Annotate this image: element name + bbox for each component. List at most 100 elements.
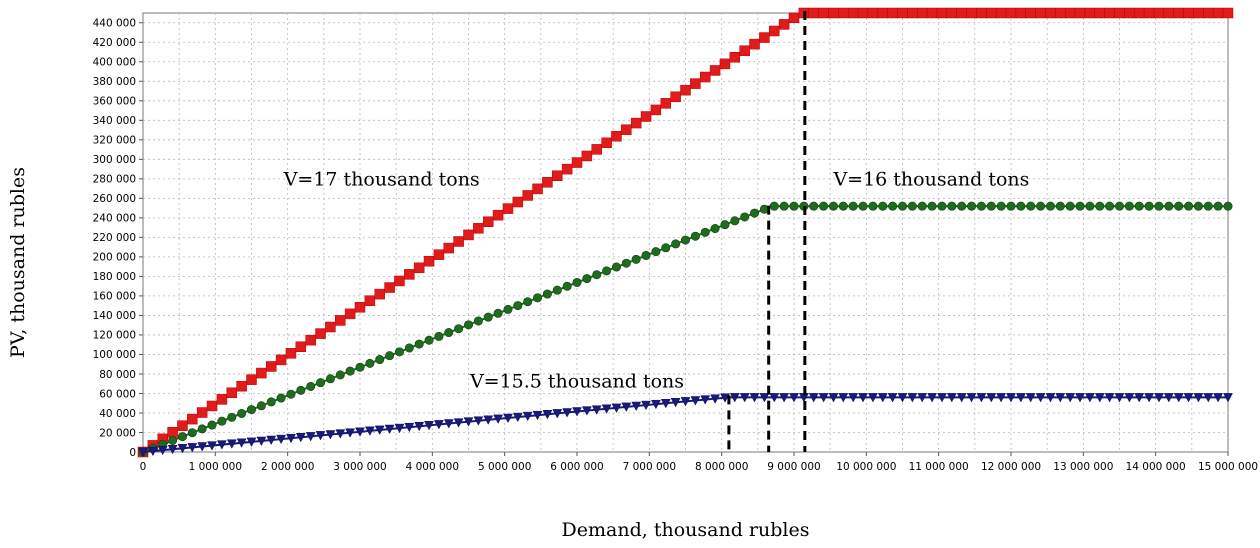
data-point <box>818 7 829 19</box>
data-point <box>168 435 178 445</box>
data-point <box>828 393 839 403</box>
data-point <box>316 378 326 388</box>
y-tick-label: 140 000 <box>93 310 136 322</box>
data-point <box>710 394 721 404</box>
data-point <box>1114 393 1125 403</box>
data-point <box>483 415 494 425</box>
data-point <box>384 424 395 435</box>
data-point <box>404 343 414 353</box>
data-point <box>404 422 415 433</box>
data-point <box>1223 201 1233 211</box>
data-point <box>1036 201 1046 211</box>
data-point <box>1074 7 1086 19</box>
data-point <box>335 429 346 439</box>
data-point <box>719 58 731 70</box>
series-group <box>137 7 1234 458</box>
data-point <box>848 201 858 211</box>
data-point <box>561 163 573 175</box>
data-point <box>167 427 178 438</box>
data-point <box>1203 393 1214 403</box>
data-point <box>877 7 889 19</box>
y-tick-label: 100 000 <box>93 349 136 361</box>
y-tick-label: 340 000 <box>93 115 136 127</box>
y-tick-label: 20 000 <box>99 427 136 439</box>
data-point <box>552 409 563 419</box>
data-point <box>237 408 247 418</box>
data-point <box>591 405 602 415</box>
data-point <box>177 420 188 431</box>
data-point <box>492 209 504 221</box>
data-point <box>749 393 760 403</box>
data-point <box>1015 393 1026 403</box>
data-point <box>523 297 533 307</box>
data-point <box>345 428 356 438</box>
data-point <box>394 347 404 357</box>
x-tick-label: 3 000 000 <box>333 461 386 473</box>
breakpoint-lines <box>727 11 807 452</box>
data-point <box>247 405 257 415</box>
data-point <box>1095 201 1105 211</box>
data-point <box>453 236 464 247</box>
data-point <box>138 447 148 458</box>
data-point <box>493 308 503 318</box>
data-point <box>907 7 918 19</box>
data-point <box>434 331 444 341</box>
data-point <box>749 38 760 50</box>
data-point <box>394 423 405 434</box>
data-point <box>1163 7 1175 19</box>
x-tick-label: 7 000 000 <box>623 461 676 473</box>
data-point <box>1114 7 1125 19</box>
data-point <box>483 312 493 322</box>
data-point <box>1184 201 1194 211</box>
data-point <box>473 416 484 426</box>
data-point <box>1213 393 1224 403</box>
data-point <box>1124 393 1135 403</box>
data-point <box>808 393 819 403</box>
data-point <box>354 302 366 313</box>
data-point <box>1025 7 1036 19</box>
data-point <box>1064 7 1076 19</box>
data-point <box>424 421 434 431</box>
data-point <box>552 285 562 295</box>
data-point <box>1045 201 1055 211</box>
y-tick-label: 240 000 <box>93 213 136 225</box>
data-point <box>1075 393 1085 403</box>
x-tick-label: 6 000 000 <box>550 461 603 473</box>
data-point <box>1212 7 1224 19</box>
data-point <box>699 71 711 83</box>
data-point <box>295 341 307 352</box>
data-point <box>621 124 632 135</box>
data-point <box>226 439 237 449</box>
data-point <box>621 402 632 412</box>
data-point <box>956 393 967 403</box>
data-point <box>976 393 987 403</box>
data-point <box>542 177 553 188</box>
data-point <box>809 201 819 211</box>
data-point <box>1124 201 1134 211</box>
x-tick-label: 8 000 000 <box>695 461 748 473</box>
data-point <box>986 393 997 403</box>
data-point <box>828 201 838 211</box>
data-point <box>473 316 483 326</box>
y-tick-label: 360 000 <box>93 96 136 108</box>
data-point <box>602 266 612 276</box>
data-point <box>512 412 523 423</box>
data-point <box>887 393 898 403</box>
data-point <box>454 324 464 334</box>
data-point <box>690 231 700 241</box>
data-point <box>355 427 365 437</box>
data-point <box>285 348 297 359</box>
data-point <box>581 150 593 162</box>
data-point <box>650 399 661 410</box>
data-point <box>680 84 691 96</box>
data-point <box>206 400 218 412</box>
data-point <box>848 393 859 403</box>
data-point <box>729 52 741 63</box>
data-point <box>177 444 188 454</box>
data-point <box>897 393 908 403</box>
annotations: V=17 thousand tons V=16 thousand tons V=15… <box>283 169 1030 393</box>
data-point <box>1144 393 1155 403</box>
data-point <box>1005 7 1017 19</box>
data-point <box>365 358 375 368</box>
data-point <box>572 407 582 417</box>
